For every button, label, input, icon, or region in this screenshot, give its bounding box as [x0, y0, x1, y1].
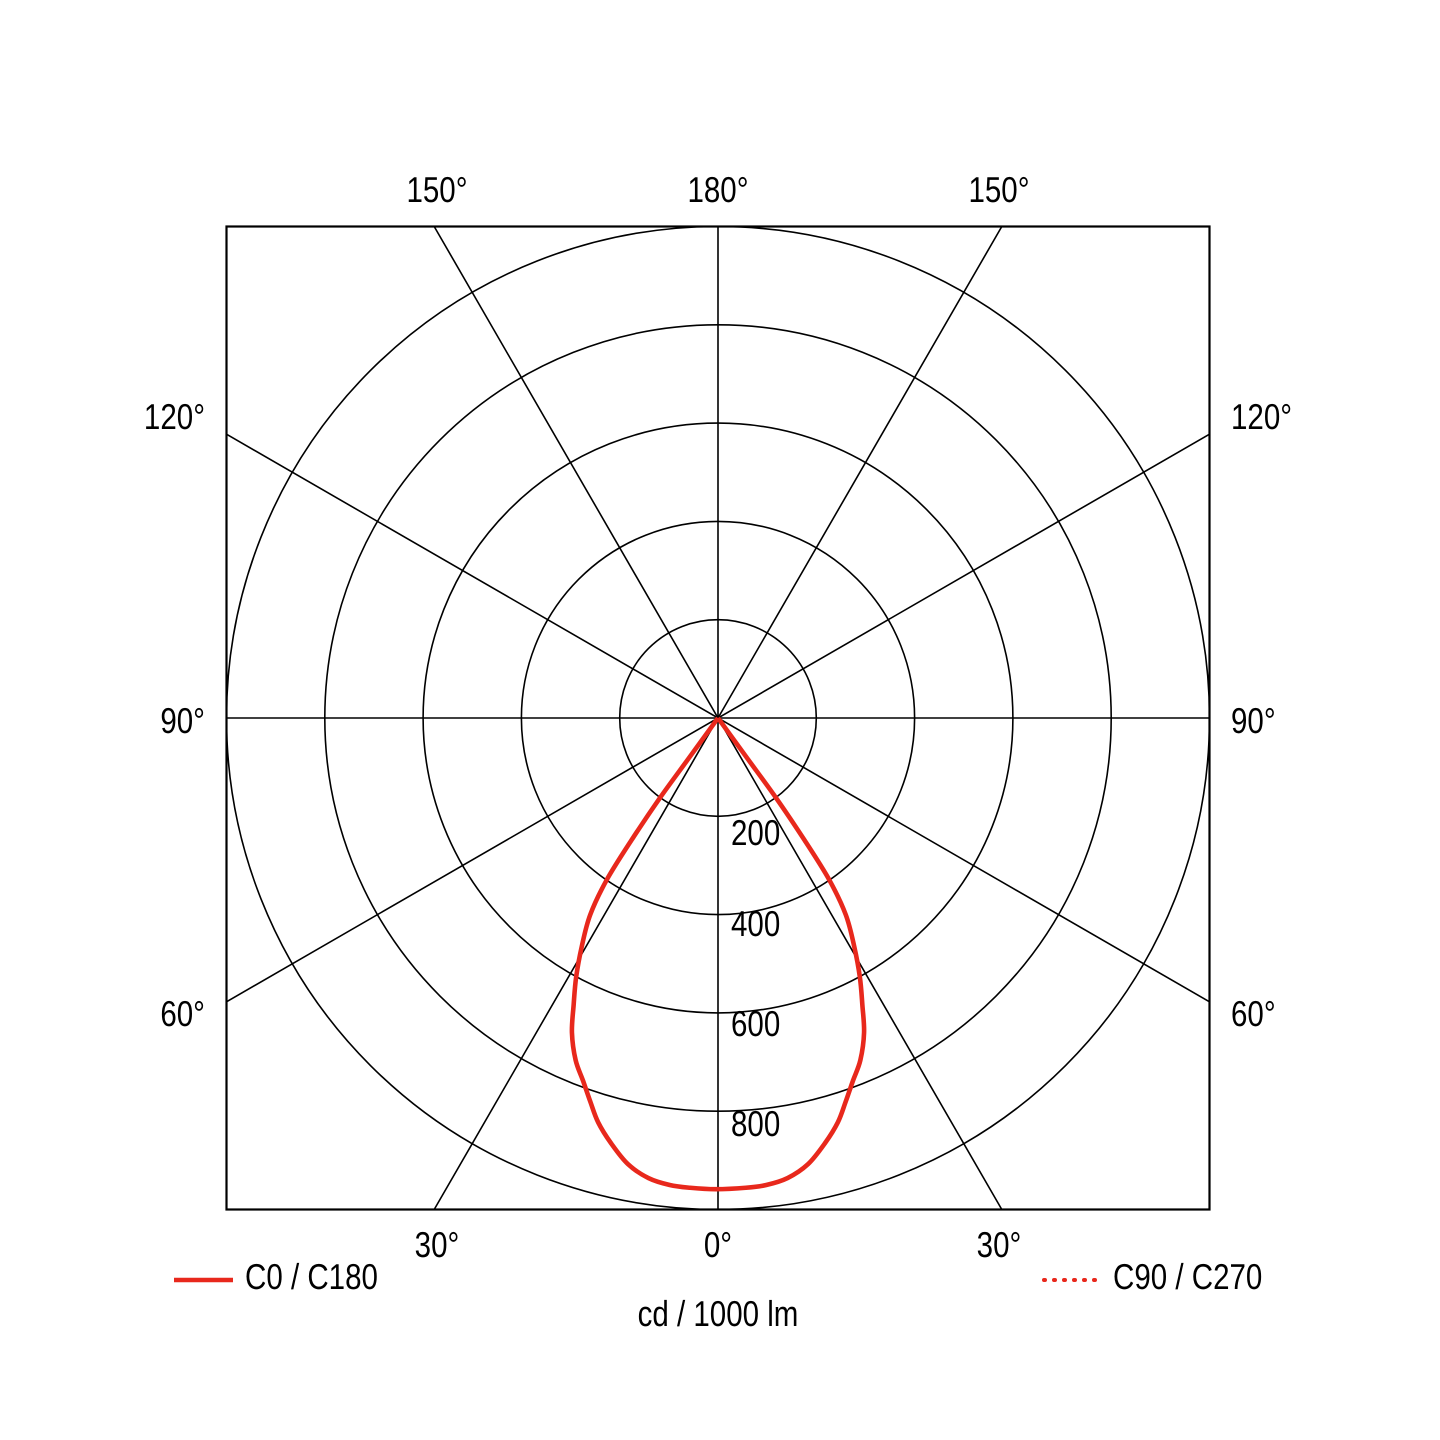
svg-text:90°: 90° [160, 700, 205, 741]
svg-text:30°: 30° [415, 1224, 460, 1265]
svg-text:60°: 60° [160, 993, 205, 1034]
svg-text:600: 600 [731, 1003, 780, 1044]
svg-text:120°: 120° [1231, 396, 1292, 437]
svg-text:200: 200 [731, 812, 780, 853]
svg-text:120°: 120° [144, 396, 205, 437]
svg-text:cd / 1000 lm: cd / 1000 lm [638, 1293, 799, 1334]
svg-text:180°: 180° [687, 169, 748, 210]
svg-text:C0 / C180: C0 / C180 [245, 1256, 378, 1297]
svg-text:150°: 150° [406, 169, 467, 210]
svg-text:60°: 60° [1231, 993, 1276, 1034]
svg-text:30°: 30° [977, 1224, 1022, 1265]
svg-text:C90 / C270: C90 / C270 [1113, 1256, 1262, 1297]
svg-text:150°: 150° [968, 169, 1029, 210]
svg-text:0°: 0° [704, 1224, 732, 1265]
svg-text:90°: 90° [1231, 700, 1276, 741]
svg-text:800: 800 [731, 1103, 780, 1144]
svg-text:400: 400 [731, 903, 780, 944]
